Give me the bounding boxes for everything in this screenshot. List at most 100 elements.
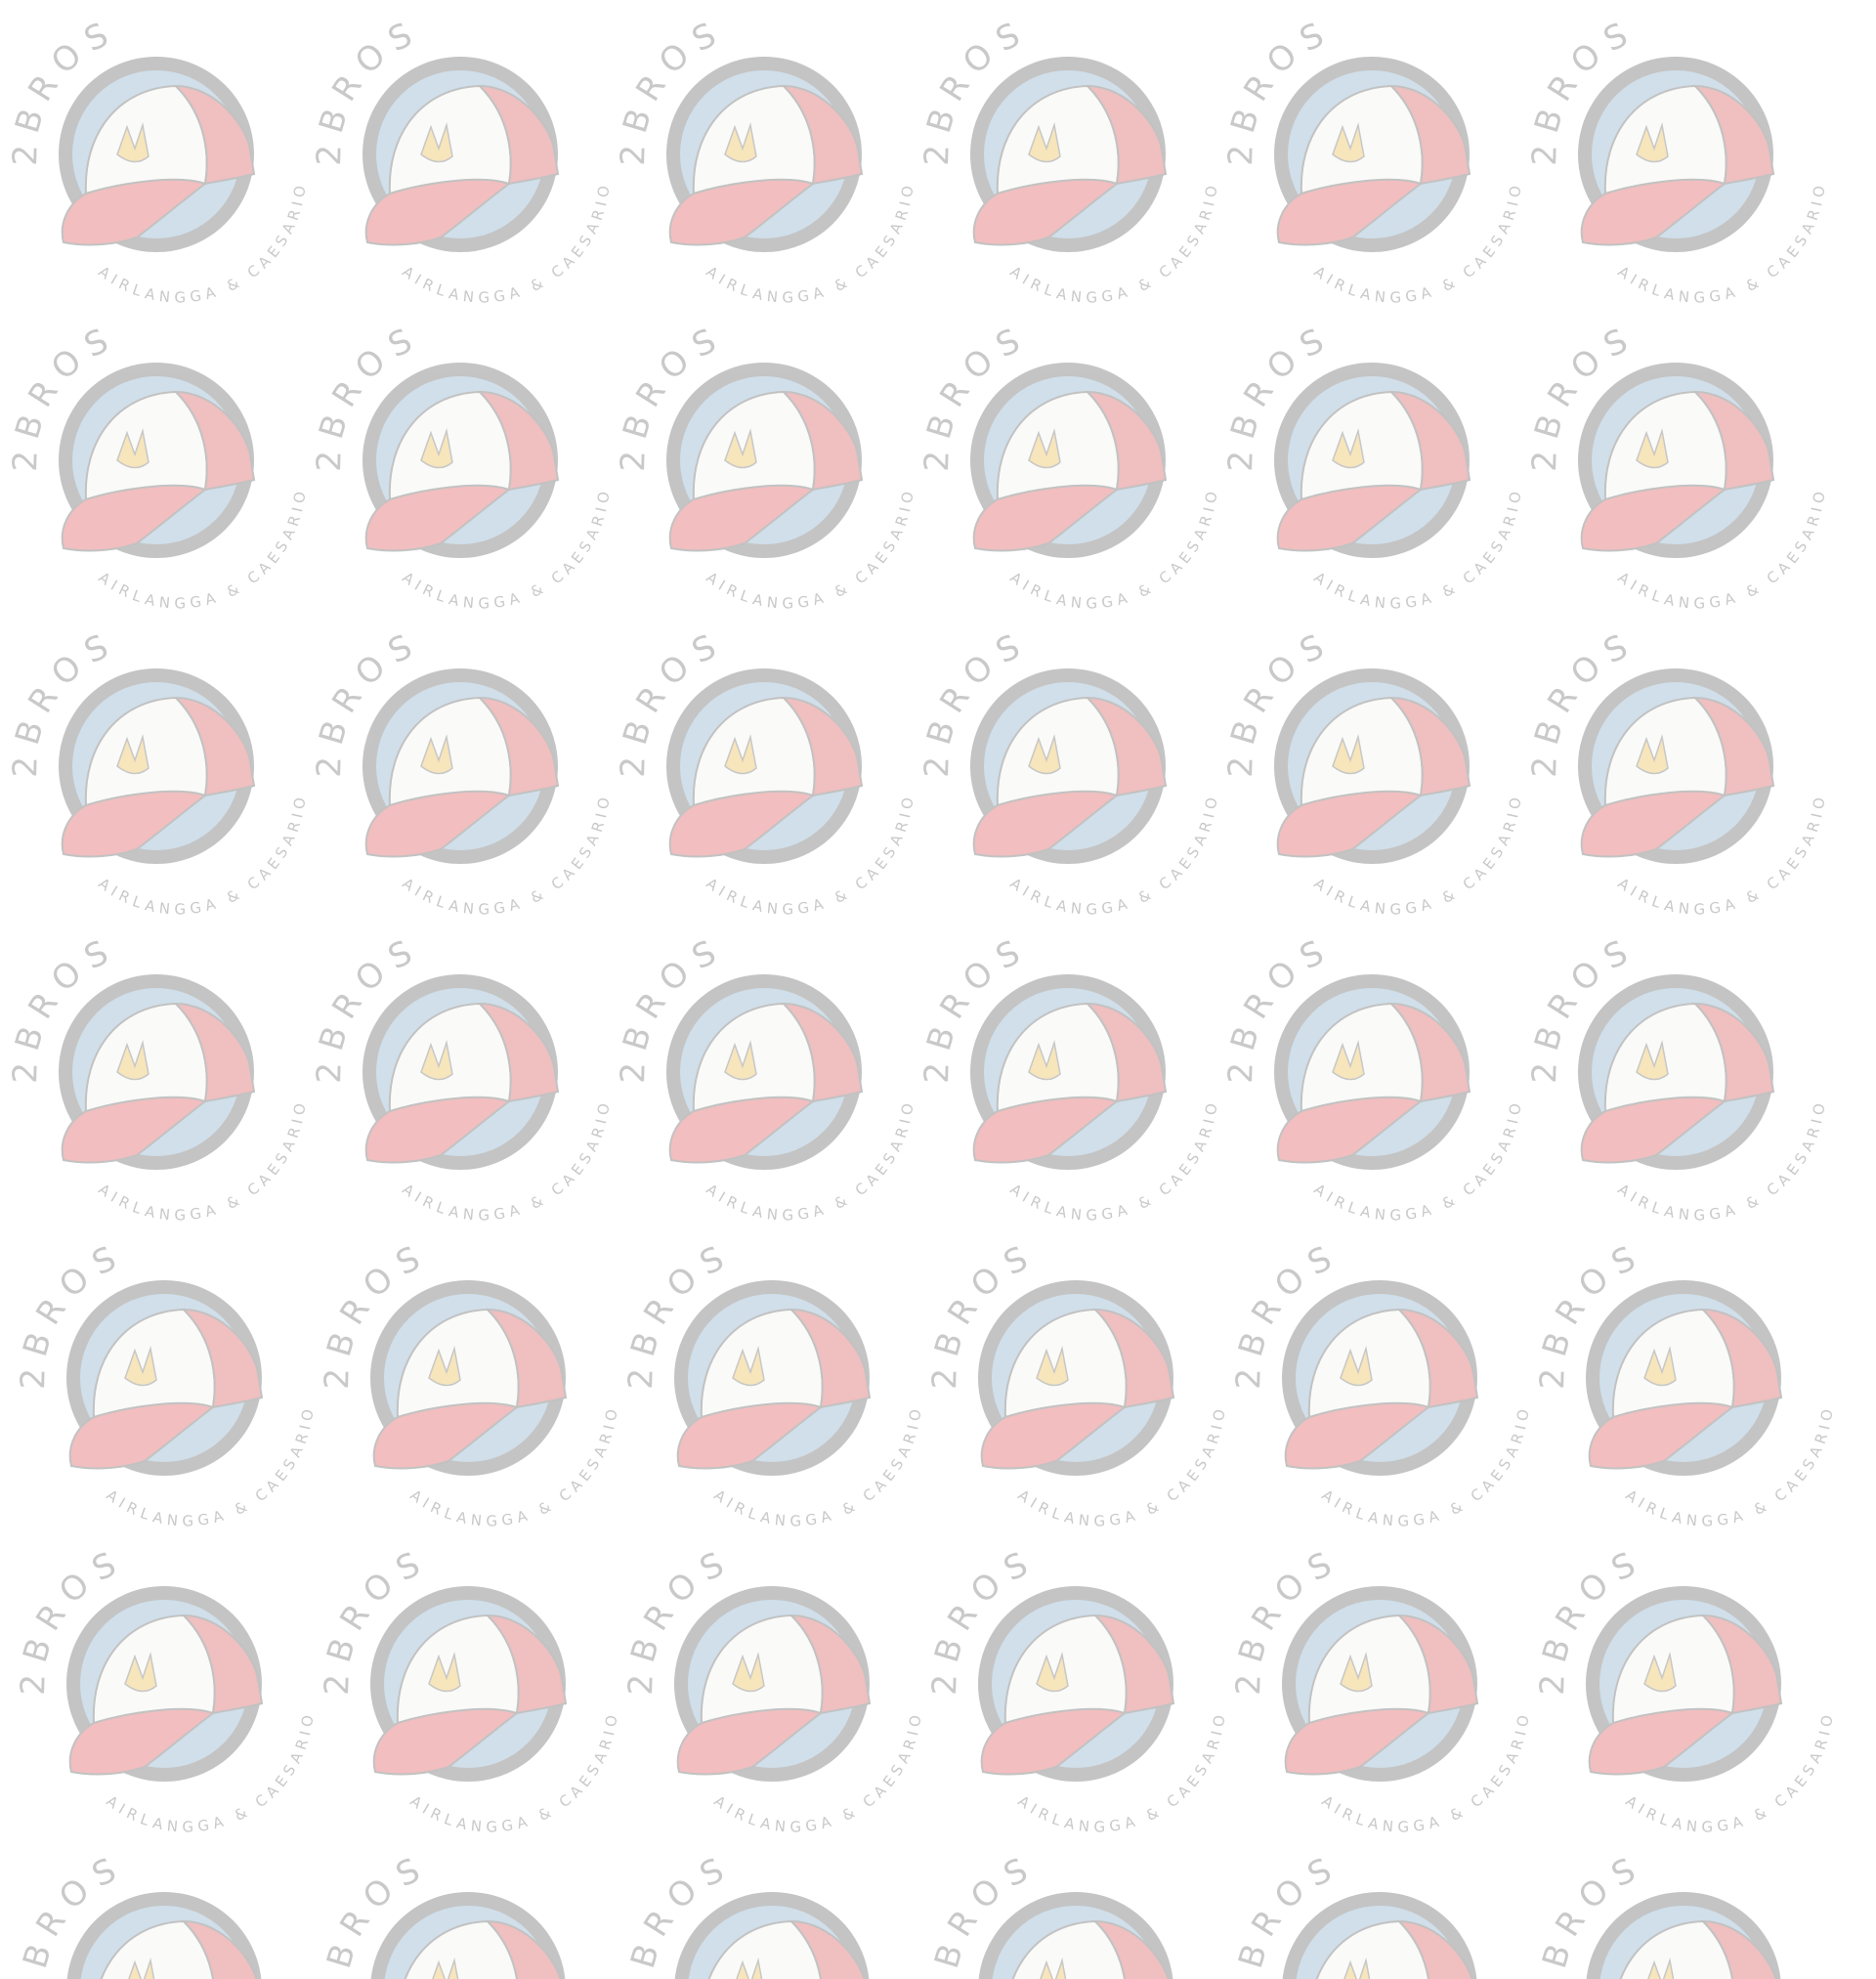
cap-crown <box>84 696 208 807</box>
logo-art <box>674 1892 870 1979</box>
cap-panel <box>1692 390 1775 492</box>
logo-ring <box>674 1892 870 1979</box>
logo-art <box>370 1586 568 1782</box>
cap-brim <box>980 1401 1128 1470</box>
logo-art <box>1282 1892 1477 1979</box>
logo-ring <box>362 57 558 252</box>
logo-art <box>1274 363 1471 558</box>
logo-ring <box>1274 974 1470 1170</box>
cap-emblem <box>724 734 757 775</box>
logo-ring <box>1282 1586 1477 1782</box>
cap-crown <box>996 1002 1120 1113</box>
cap-panel <box>781 1002 864 1103</box>
cap-panel <box>1692 696 1775 797</box>
cap-panel <box>1692 84 1775 186</box>
cap-emblem <box>420 122 453 163</box>
cap-brim <box>1588 1401 1735 1470</box>
logo-art <box>362 668 560 864</box>
logo-disc <box>1288 988 1456 1156</box>
cap-crown <box>1603 84 1727 195</box>
cap-brim <box>68 1401 216 1470</box>
cap-emblem <box>128 1957 155 1979</box>
logo-ring <box>1274 363 1470 558</box>
cap-panel <box>173 390 256 492</box>
logo-art <box>1586 1280 1783 1476</box>
cap-brim <box>972 1096 1120 1164</box>
cap-brim <box>61 178 208 246</box>
logo-ring <box>1578 57 1773 252</box>
logo-disc <box>688 1294 856 1462</box>
cap-brim <box>1580 1096 1727 1164</box>
cap-crown <box>700 1613 824 1725</box>
cap-emblem <box>1332 734 1365 775</box>
logo-art <box>1274 974 1471 1170</box>
cap-panel <box>173 84 256 186</box>
cap-panel <box>1388 390 1471 492</box>
cap-crown <box>1619 1919 1733 1979</box>
cap-crown <box>707 1919 822 1979</box>
cap-crown <box>1603 696 1727 807</box>
logo-disc <box>1599 1600 1768 1768</box>
logo-ring <box>59 974 254 1170</box>
cap-crown <box>84 1002 208 1113</box>
cap-panel <box>1388 696 1471 797</box>
cap-brim <box>980 1707 1128 1776</box>
cap-emblem <box>1636 122 1669 163</box>
logo-disc <box>680 376 848 544</box>
cap-crown <box>1603 390 1727 501</box>
logo-art <box>1586 1892 1781 1979</box>
logo-ring <box>66 1280 262 1476</box>
cap-crown <box>396 1308 520 1419</box>
logo-art <box>1274 668 1471 864</box>
logo-art <box>370 1892 566 1979</box>
cap-crown <box>1300 1002 1424 1113</box>
logo-disc <box>376 70 544 238</box>
logo-art <box>674 1586 872 1782</box>
cap-brim <box>61 484 208 552</box>
cap-panel <box>181 1613 264 1715</box>
logo-disc <box>680 682 848 850</box>
cap-emblem <box>724 428 757 469</box>
logo-art <box>59 974 256 1170</box>
cap-emblem <box>1036 1652 1069 1693</box>
cap-panel <box>781 84 864 186</box>
logo-ring <box>66 1892 262 1979</box>
logo-disc <box>72 988 240 1156</box>
cap-panel <box>1692 1002 1775 1103</box>
logo-art <box>362 57 560 252</box>
logo-ring <box>666 57 862 252</box>
cap-emblem <box>1343 1957 1371 1979</box>
logo-art <box>66 1280 264 1476</box>
cap-crown <box>996 84 1120 195</box>
logo-ring <box>1586 1280 1781 1476</box>
logo-art <box>1578 363 1775 558</box>
cap-brim <box>68 1707 216 1776</box>
cap-crown <box>692 390 816 501</box>
logo-disc <box>72 682 240 850</box>
logo-ring <box>666 974 862 1170</box>
cap-emblem <box>724 122 757 163</box>
cap-panel <box>789 1308 872 1409</box>
logo-art <box>970 57 1168 252</box>
logo-art <box>59 57 256 252</box>
logo-ring <box>370 1892 566 1979</box>
logo-disc <box>1592 682 1760 850</box>
cap-crown <box>692 84 816 195</box>
logo-art <box>970 974 1168 1170</box>
cap-crown <box>404 1919 518 1979</box>
logo-disc <box>1599 1906 1768 1979</box>
logo-art <box>970 668 1168 864</box>
logo-art <box>1578 668 1775 864</box>
